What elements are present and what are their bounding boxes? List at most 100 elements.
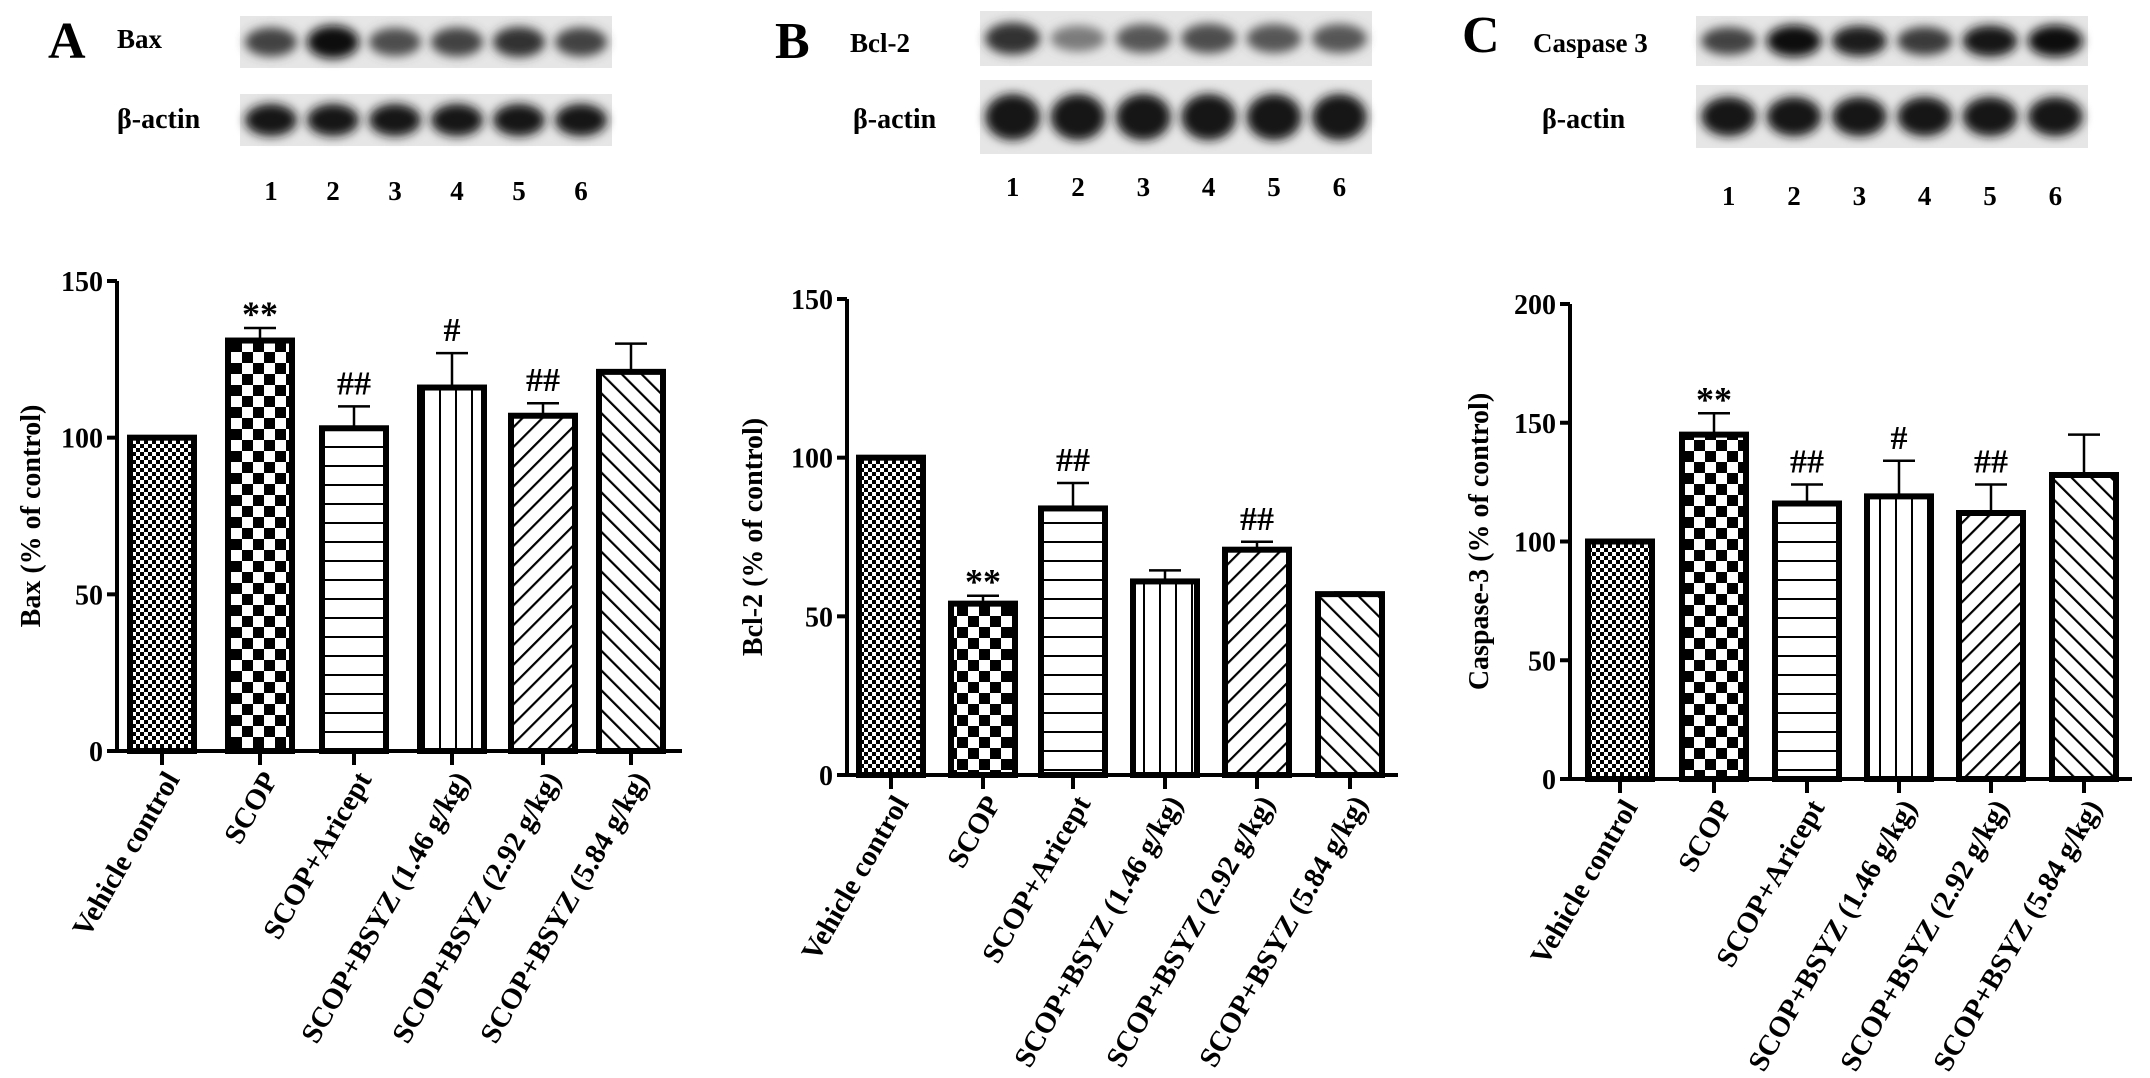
bar [1038, 505, 1108, 778]
y-tick-label: 0 [89, 737, 103, 768]
y-tick-label: 150 [791, 285, 833, 316]
bar [1864, 493, 1934, 782]
actin-band [1115, 93, 1171, 141]
y-tick-label: 0 [819, 761, 833, 792]
actin-band [1181, 93, 1237, 141]
y-tick-label: 100 [61, 424, 103, 455]
control-label: β-actin [117, 104, 201, 135]
target-band [1962, 25, 2018, 57]
y-tick-label: 50 [75, 580, 103, 611]
actin-band [985, 93, 1041, 141]
lane-number: 4 [1918, 181, 1932, 211]
y-tick-label: 100 [1514, 528, 1556, 559]
y-tick-label: 150 [1514, 409, 1556, 440]
actin-band [1766, 96, 1822, 137]
lane-number: 2 [1787, 181, 1801, 211]
y-tick-label: 150 [61, 267, 103, 298]
control-label: β-actin [1542, 104, 1626, 135]
bar [417, 384, 487, 754]
bar-chart-2: 0 50 100 150 Bcl-2 (% of control) Vehicle con… [738, 285, 1398, 1073]
target-band [554, 27, 608, 57]
lane-number: 3 [388, 176, 402, 206]
blots: A Bax β-actin 1 2 3 4 5 6 B Bcl-2 β-actin 1 2 3 4 5 6 C Cas… [48, 7, 2088, 211]
x-tick-label: SCOP+BSYZ (1.46 g/kg) [1742, 795, 1923, 1077]
actin-band [492, 103, 546, 137]
target-band [1181, 23, 1237, 54]
target-band [306, 25, 360, 59]
bar [1585, 538, 1655, 782]
target-band [492, 26, 546, 58]
lane-number: 1 [264, 176, 278, 206]
target-band [1050, 25, 1106, 52]
y-tick-label: 50 [805, 602, 833, 633]
actin-band [1962, 96, 2018, 137]
target-band [430, 27, 484, 57]
actin-band [1246, 93, 1302, 141]
lane-number: 5 [1267, 172, 1281, 202]
bar [508, 412, 578, 754]
x-tick-label: Vehicle control [67, 767, 187, 943]
y-tick-label: 50 [1528, 646, 1556, 677]
actin-band [1311, 93, 1367, 141]
target-band [368, 27, 422, 57]
lane-number: 4 [450, 176, 464, 206]
x-tick-label: Vehicle control [1525, 795, 1645, 971]
x-tick-label: SCOP+BSYZ (5.84 g/kg) [1193, 791, 1374, 1073]
actin-band [430, 103, 484, 137]
significance-marker: ## [1974, 444, 2008, 481]
y-tick-label: 100 [791, 444, 833, 475]
significance-marker: ** [242, 294, 278, 334]
target-band [1246, 23, 1302, 54]
actin-band [1050, 93, 1106, 141]
y-tick-label: 200 [1514, 290, 1556, 321]
lane-number: 1 [1006, 172, 1020, 202]
lane-number: 1 [1722, 181, 1736, 211]
lane-number: 6 [2049, 181, 2063, 211]
panel-a-blot: A Bax β-actin 1 2 3 4 5 6 [48, 13, 612, 206]
target-band [2027, 25, 2083, 57]
x-tick-label: SCOP+BSYZ (2.92 g/kg) [1834, 795, 2015, 1077]
actin-band [306, 103, 360, 137]
bar [319, 425, 389, 754]
actin-membrane [980, 80, 1372, 154]
bar [596, 368, 666, 754]
blot-label: Bax [117, 24, 163, 54]
significance-marker: # [444, 312, 461, 349]
x-tick-label: SCOP+BSYZ (5.84 g/kg) [1927, 795, 2108, 1077]
bar [1679, 431, 1749, 782]
bar [127, 434, 197, 754]
blot-label: Bcl-2 [850, 28, 910, 58]
lane-number: 4 [1202, 172, 1216, 202]
bar [1130, 578, 1200, 779]
actin-band [368, 103, 422, 137]
control-label: β-actin [853, 104, 937, 135]
bar [1315, 591, 1385, 778]
x-tick-label: SCOP+BSYZ (2.92 g/kg) [1100, 791, 1281, 1073]
actin-band [554, 103, 608, 137]
target-band [1831, 25, 1887, 57]
panel-letter: C [1462, 7, 1500, 64]
bar-chart-1: 0 50 100 150 Bax (% of control) Vehicle contr… [16, 267, 682, 1049]
blot-label: Caspase 3 [1533, 28, 1648, 58]
target-band [1897, 26, 1953, 56]
target-membrane [1696, 16, 2088, 66]
bar [2049, 472, 2119, 782]
y-axis-label: Bcl-2 (% of control) [738, 418, 769, 656]
panel-c-blot: C Caspase 3 β-actin 1 2 3 4 5 6 [1462, 7, 2088, 211]
x-tick-label: SCOP [941, 791, 1007, 874]
lane-number: 5 [512, 176, 526, 206]
target-band [985, 22, 1041, 55]
panel-letter: B [775, 13, 810, 70]
significance-marker: ## [1056, 442, 1090, 479]
x-tick-label: Vehicle control [796, 791, 916, 967]
lane-number: 5 [1983, 181, 1997, 211]
significance-marker: # [1891, 420, 1908, 457]
panel-letter: A [48, 13, 86, 70]
lane-number: 3 [1853, 181, 1867, 211]
lane-number: 2 [326, 176, 340, 206]
panel-b-blot: B Bcl-2 β-actin 1 2 3 4 5 6 [775, 11, 1372, 202]
significance-marker: ## [1240, 501, 1274, 538]
lane-number: 6 [574, 176, 588, 206]
bar [1772, 500, 1842, 782]
